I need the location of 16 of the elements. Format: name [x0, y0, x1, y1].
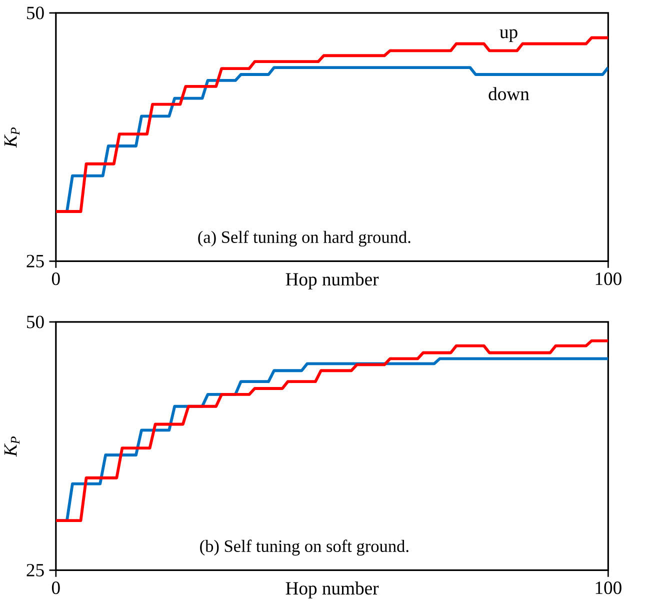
x-tick-label: 100 [596, 581, 622, 594]
series-label: down [488, 87, 530, 100]
x-axis-title: Hop number [286, 272, 379, 290]
series-label: up [500, 29, 518, 42]
y-tick-label: 50 [27, 6, 44, 20]
x-tick-label: 0 [52, 272, 60, 286]
y-axis-title: K$_{P}$ [4, 128, 20, 148]
y-tick-label: 25 [26, 254, 44, 268]
y-tick-label: 50 [27, 316, 44, 328]
x-tick-label: 0 [52, 581, 60, 594]
annotation: (a) Self tuning on hard ground. [198, 230, 410, 247]
y-axis-title: K$_{P}$ [4, 436, 20, 457]
annotation: (b) Self tuning on soft ground. [200, 540, 408, 556]
x-tick-label: 100 [596, 272, 622, 286]
y-tick-label: 25 [26, 564, 44, 576]
x-axis-title: Hop number [286, 581, 379, 598]
